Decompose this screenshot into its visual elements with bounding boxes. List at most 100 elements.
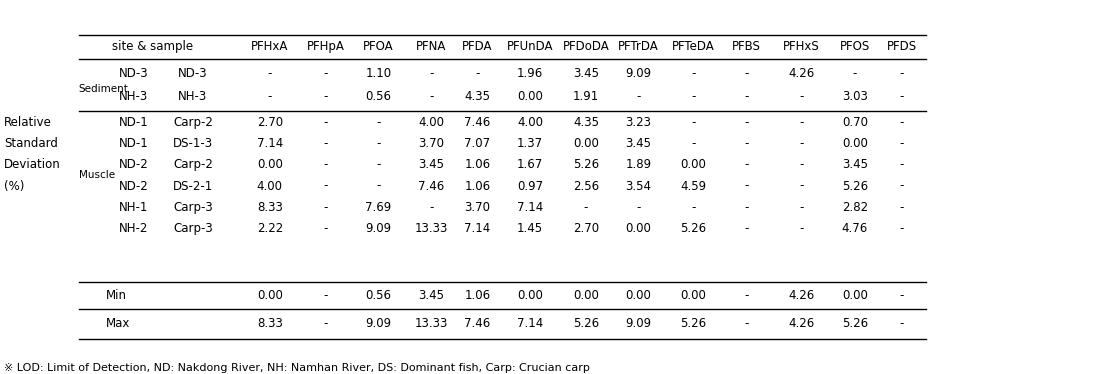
Text: -: - — [691, 116, 696, 129]
Text: -: - — [799, 90, 803, 103]
Text: 1.89: 1.89 — [626, 158, 651, 171]
Text: 13.33: 13.33 — [415, 318, 448, 330]
Text: 4.35: 4.35 — [573, 116, 599, 129]
Text: PFTrDA: PFTrDA — [618, 40, 659, 53]
Text: 0.00: 0.00 — [626, 222, 651, 235]
Text: 0.00: 0.00 — [573, 137, 598, 150]
Text: 5.26: 5.26 — [680, 222, 707, 235]
Text: -: - — [900, 137, 905, 150]
Text: PFDA: PFDA — [462, 40, 492, 53]
Text: 13.33: 13.33 — [415, 222, 448, 235]
Text: -: - — [324, 318, 328, 330]
Text: Max: Max — [106, 318, 131, 330]
Text: 1.67: 1.67 — [517, 158, 543, 171]
Text: 3.03: 3.03 — [842, 90, 868, 103]
Text: -: - — [744, 158, 749, 171]
Text: 5.26: 5.26 — [680, 318, 707, 330]
Text: ※ LOD: Limit of Detection, ND: Nakdong River, NH: Namhan River, DS: Dominant fis: ※ LOD: Limit of Detection, ND: Nakdong R… — [4, 362, 589, 373]
Text: 0.00: 0.00 — [517, 90, 543, 103]
Text: ND-3: ND-3 — [118, 67, 148, 80]
Text: 0.00: 0.00 — [680, 158, 707, 171]
Text: 0.70: 0.70 — [842, 116, 868, 129]
Text: Carp-3: Carp-3 — [174, 201, 212, 214]
Text: 4.26: 4.26 — [787, 67, 814, 80]
Text: 8.33: 8.33 — [257, 318, 283, 330]
Text: 8.33: 8.33 — [257, 201, 283, 214]
Text: -: - — [744, 90, 749, 103]
Text: 1.06: 1.06 — [465, 158, 490, 171]
Text: PFDS: PFDS — [887, 40, 917, 53]
Text: NH-1: NH-1 — [119, 201, 148, 214]
Text: -: - — [900, 222, 905, 235]
Text: 0.00: 0.00 — [842, 289, 868, 302]
Text: 9.09: 9.09 — [626, 67, 651, 80]
Text: 3.45: 3.45 — [418, 158, 445, 171]
Text: -: - — [376, 137, 380, 150]
Text: -: - — [429, 90, 434, 103]
Text: PFOA: PFOA — [363, 40, 394, 53]
Text: 5.26: 5.26 — [573, 158, 599, 171]
Text: 1.91: 1.91 — [573, 90, 599, 103]
Text: Carp-2: Carp-2 — [173, 158, 212, 171]
Text: -: - — [799, 137, 803, 150]
Text: -: - — [900, 201, 905, 214]
Text: (%): (%) — [4, 180, 24, 193]
Text: -: - — [691, 67, 696, 80]
Text: 1.06: 1.06 — [465, 180, 490, 193]
Text: -: - — [744, 137, 749, 150]
Text: 2.70: 2.70 — [573, 222, 599, 235]
Text: -: - — [268, 67, 272, 80]
Text: 0.00: 0.00 — [680, 289, 707, 302]
Text: -: - — [324, 180, 328, 193]
Text: -: - — [900, 289, 905, 302]
Text: -: - — [429, 67, 434, 80]
Text: Muscle: Muscle — [79, 171, 115, 180]
Text: -: - — [744, 201, 749, 214]
Text: ND-1: ND-1 — [118, 116, 148, 129]
Text: 7.46: 7.46 — [465, 318, 490, 330]
Text: -: - — [324, 201, 328, 214]
Text: -: - — [744, 67, 749, 80]
Text: PFOS: PFOS — [839, 40, 870, 53]
Text: 7.14: 7.14 — [465, 222, 490, 235]
Text: ND-3: ND-3 — [178, 67, 208, 80]
Text: -: - — [691, 137, 696, 150]
Text: 0.56: 0.56 — [365, 90, 392, 103]
Text: 9.09: 9.09 — [626, 318, 651, 330]
Text: 5.26: 5.26 — [573, 318, 599, 330]
Text: 5.26: 5.26 — [842, 180, 868, 193]
Text: NH-2: NH-2 — [119, 222, 148, 235]
Text: 7.07: 7.07 — [465, 137, 490, 150]
Text: 3.23: 3.23 — [626, 116, 651, 129]
Text: -: - — [799, 180, 803, 193]
Text: 0.97: 0.97 — [517, 180, 543, 193]
Text: -: - — [268, 90, 272, 103]
Text: -: - — [900, 67, 905, 80]
Text: -: - — [376, 116, 380, 129]
Text: ND-1: ND-1 — [118, 137, 148, 150]
Text: -: - — [744, 289, 749, 302]
Text: -: - — [744, 318, 749, 330]
Text: PFHpA: PFHpA — [306, 40, 345, 53]
Text: 4.59: 4.59 — [680, 180, 707, 193]
Text: 3.45: 3.45 — [626, 137, 651, 150]
Text: 2.70: 2.70 — [257, 116, 283, 129]
Text: 0.00: 0.00 — [517, 289, 543, 302]
Text: 4.35: 4.35 — [465, 90, 490, 103]
Text: DS-2-1: DS-2-1 — [173, 180, 213, 193]
Text: 7.46: 7.46 — [418, 180, 445, 193]
Text: 7.14: 7.14 — [517, 318, 543, 330]
Text: -: - — [584, 201, 588, 214]
Text: 3.70: 3.70 — [418, 137, 445, 150]
Text: PFNA: PFNA — [416, 40, 447, 53]
Text: site & sample: site & sample — [112, 40, 192, 53]
Text: 1.37: 1.37 — [517, 137, 543, 150]
Text: 3.70: 3.70 — [465, 201, 490, 214]
Text: 4.76: 4.76 — [842, 222, 868, 235]
Text: 1.45: 1.45 — [517, 222, 543, 235]
Text: -: - — [429, 201, 434, 214]
Text: -: - — [376, 180, 380, 193]
Text: 5.26: 5.26 — [842, 318, 868, 330]
Text: 4.26: 4.26 — [787, 318, 814, 330]
Text: -: - — [799, 158, 803, 171]
